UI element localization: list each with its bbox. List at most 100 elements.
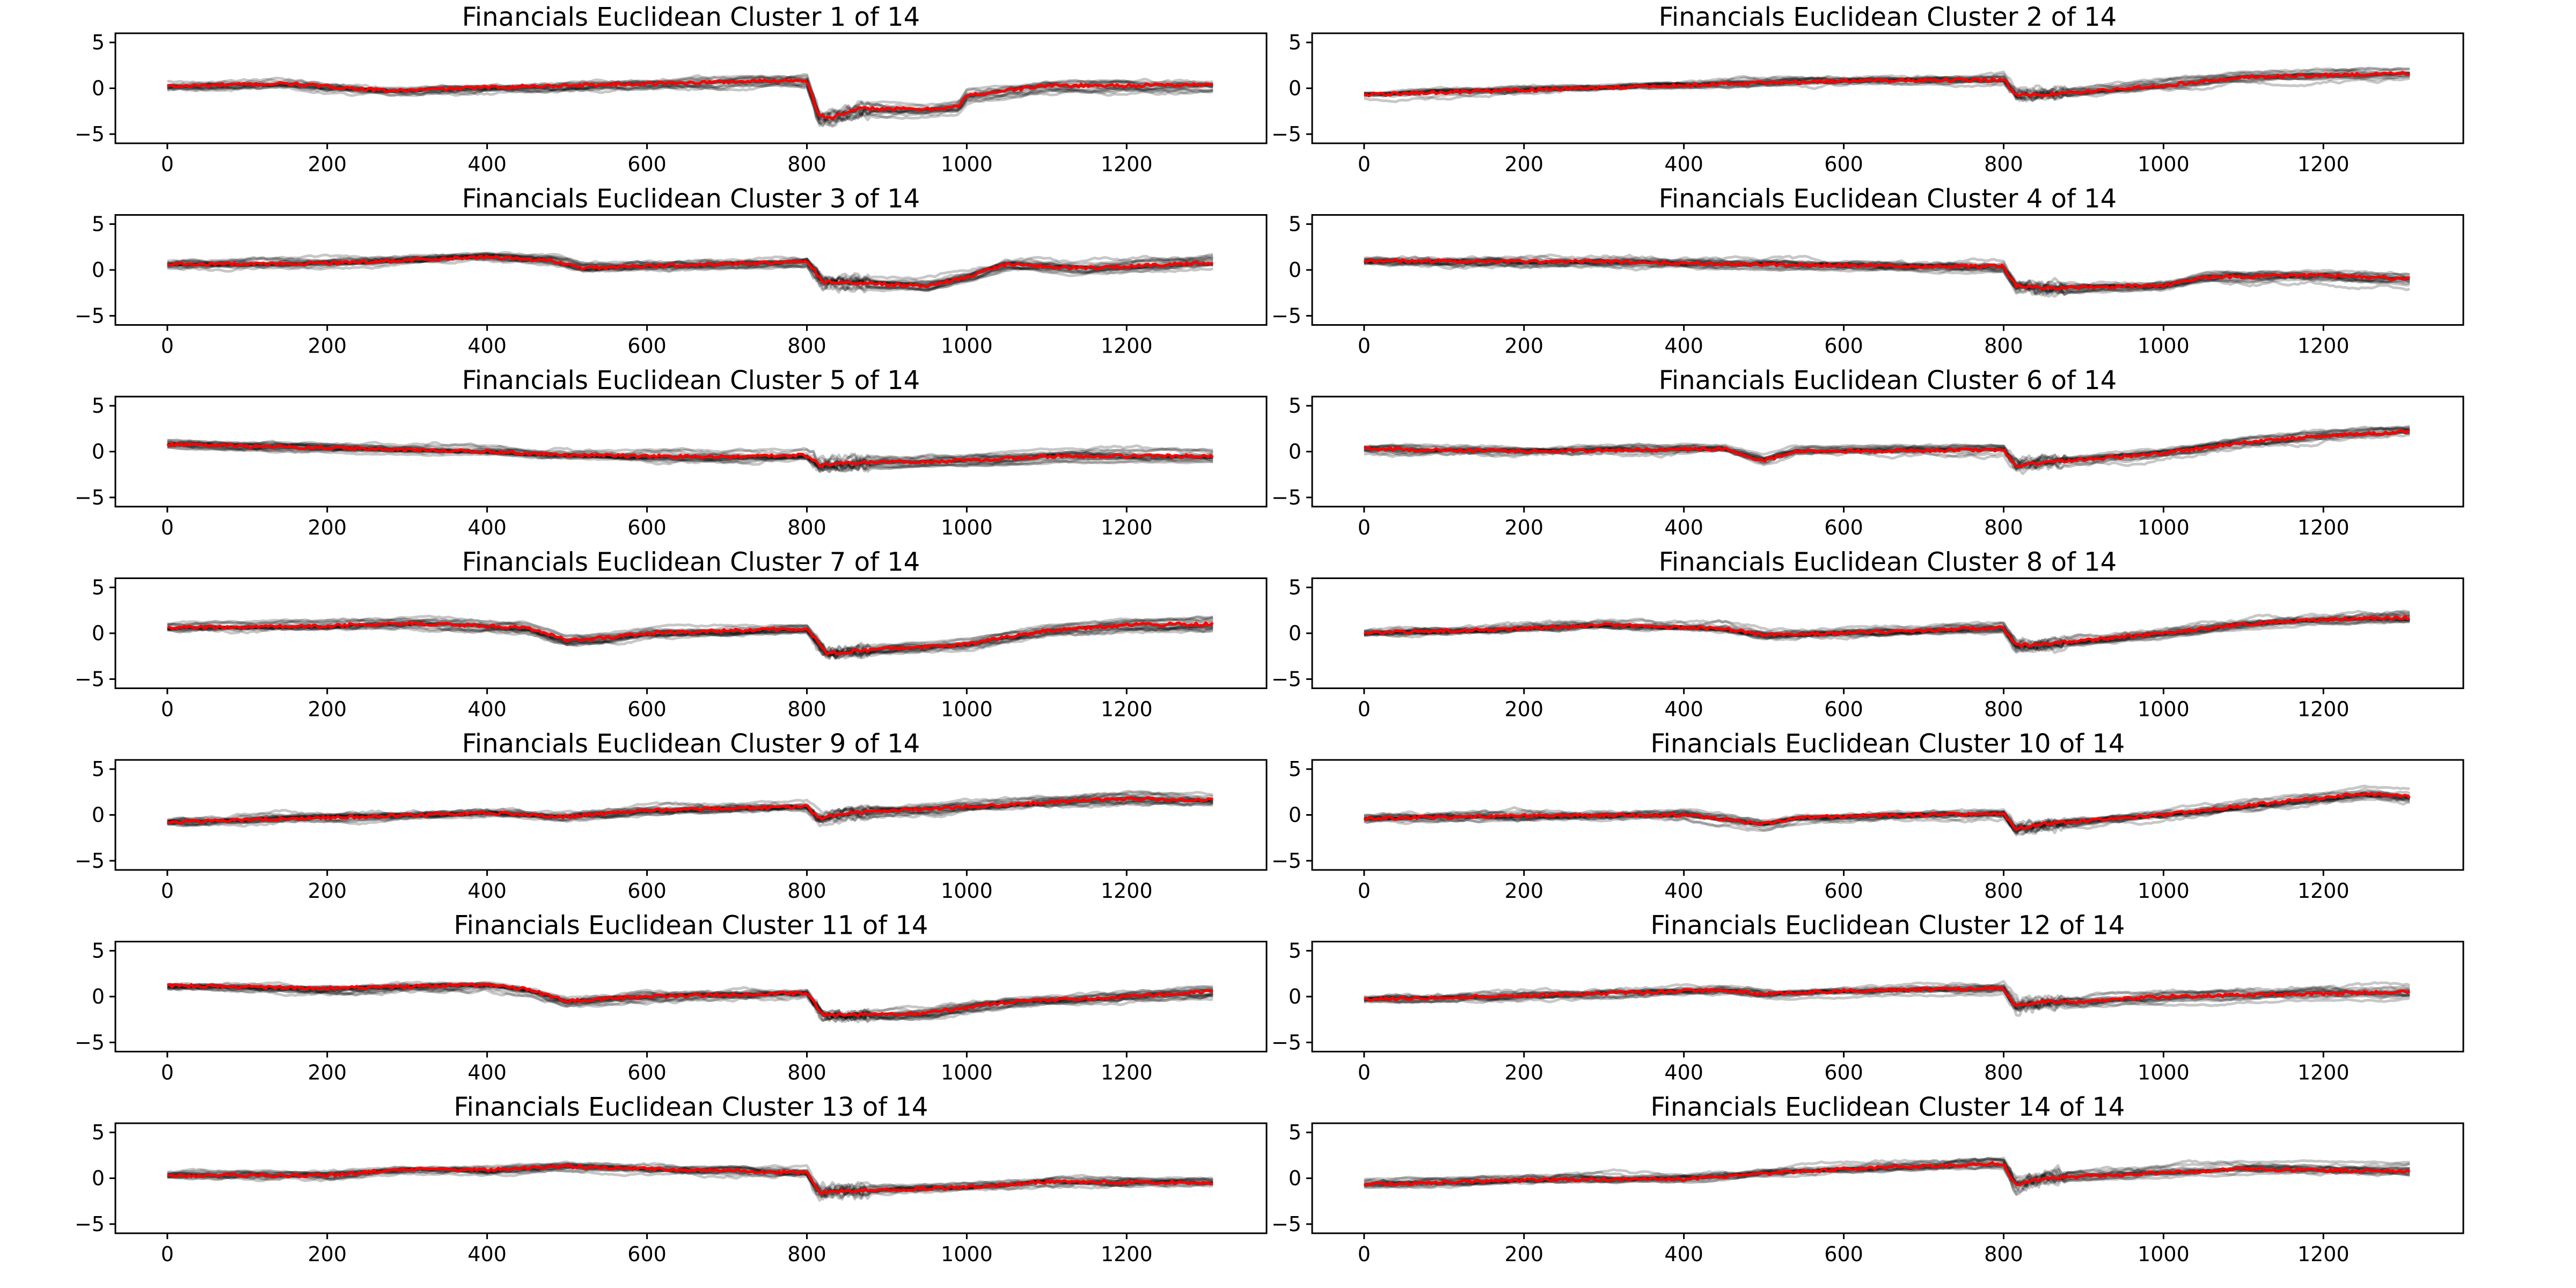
y-tick-label: 0 xyxy=(92,440,105,464)
x-tick-label: 0 xyxy=(161,334,174,358)
panel-title: Financials Euclidean Cluster 11 of 14 xyxy=(454,911,928,941)
panel-title: Financials Euclidean Cluster 14 of 14 xyxy=(1651,1092,2125,1122)
x-tick-label: 600 xyxy=(1824,1242,1863,1266)
y-tick-label: −5 xyxy=(75,486,105,509)
centroid-series-line xyxy=(167,1163,1213,1195)
y-tick-label: 0 xyxy=(92,621,105,645)
centroid-series-line xyxy=(1364,985,2411,1007)
x-tick-label: 0 xyxy=(161,698,174,721)
x-tick-label: 1200 xyxy=(1101,334,1153,358)
y-tick-label: −5 xyxy=(1271,304,1301,327)
x-tick-label: 200 xyxy=(308,1061,347,1085)
x-tick-label: 600 xyxy=(627,152,667,176)
member-series-line xyxy=(167,985,1213,1023)
x-tick-label: 800 xyxy=(787,152,826,176)
x-tick-label: 1000 xyxy=(2138,334,2190,358)
x-tick-label: 600 xyxy=(1824,152,1863,176)
member-series-line xyxy=(1364,620,2410,653)
cluster-panel-7: Financials Euclidean Cluster 7 of 14 0 200… xyxy=(75,547,1268,721)
y-tick-label: −5 xyxy=(75,849,105,873)
x-tick-label: 200 xyxy=(1504,1061,1543,1085)
x-tick-label: 1000 xyxy=(2138,152,2190,176)
x-tick-label: 600 xyxy=(627,1242,667,1266)
x-tick-label: 800 xyxy=(787,1061,826,1085)
x-tick-label: 1000 xyxy=(941,334,993,358)
x-tick-label: 400 xyxy=(467,1061,507,1085)
x-tick-label: 400 xyxy=(1664,334,1703,358)
x-tick-label: 200 xyxy=(1504,879,1543,903)
member-series-line xyxy=(167,624,1213,660)
x-tick-label: 400 xyxy=(1664,1242,1703,1266)
cluster-panel-2: Financials Euclidean Cluster 2 of 14 0 200… xyxy=(1271,2,2464,176)
member-series-line xyxy=(166,799,1213,824)
x-tick-label: 600 xyxy=(1824,334,1863,358)
x-tick-label: 200 xyxy=(1504,334,1543,358)
x-tick-label: 200 xyxy=(1504,152,1543,176)
x-tick-label: 800 xyxy=(1984,879,2023,903)
panel-title: Financials Euclidean Cluster 3 of 14 xyxy=(462,184,920,214)
x-tick-label: 0 xyxy=(161,1061,174,1085)
y-tick-label: 0 xyxy=(92,985,105,1008)
x-tick-label: 200 xyxy=(1504,516,1543,539)
member-series-line xyxy=(1364,426,2410,471)
panel-title: Financials Euclidean Cluster 7 of 14 xyxy=(462,547,920,577)
cluster-panel-10: Financials Euclidean Cluster 10 of 14 0 20… xyxy=(1271,729,2464,903)
y-tick-label: −5 xyxy=(75,122,105,146)
member-series-line xyxy=(1364,980,2411,1005)
member-series-line xyxy=(1364,260,2410,296)
x-tick-label: 1200 xyxy=(1101,516,1153,539)
y-tick-label: 5 xyxy=(1289,213,1301,236)
x-tick-label: 600 xyxy=(627,516,667,539)
cluster-panel-1: Financials Euclidean Cluster 1 of 14 0 200… xyxy=(75,2,1268,176)
x-tick-label: 1200 xyxy=(1101,1061,1153,1085)
member-series-line xyxy=(167,445,1213,471)
member-series-line xyxy=(167,984,1213,1023)
member-series-line xyxy=(1364,255,2411,295)
x-tick-label: 1200 xyxy=(1101,152,1153,176)
x-tick-label: 600 xyxy=(627,698,667,721)
x-tick-label: 0 xyxy=(1358,516,1371,539)
x-tick-label: 0 xyxy=(1358,334,1371,358)
member-series-line xyxy=(167,792,1214,824)
x-tick-label: 400 xyxy=(1664,698,1703,721)
x-tick-label: 0 xyxy=(161,152,174,176)
y-tick-label: 5 xyxy=(1289,939,1301,963)
x-tick-label: 400 xyxy=(467,334,507,358)
x-tick-label: 400 xyxy=(1664,152,1703,176)
x-tick-label: 0 xyxy=(1358,879,1371,903)
x-tick-label: 600 xyxy=(1824,516,1863,539)
y-tick-label: −5 xyxy=(1271,849,1301,873)
y-tick-label: −5 xyxy=(1271,486,1301,509)
x-tick-label: 400 xyxy=(467,516,507,539)
centroid-series-line xyxy=(1364,429,2410,468)
member-series-line xyxy=(167,444,1213,473)
member-series-line xyxy=(167,800,1213,826)
x-tick-label: 400 xyxy=(1664,879,1703,903)
centroid-series-line xyxy=(167,620,1214,656)
cluster-panel-12: Financials Euclidean Cluster 12 of 14 0 20… xyxy=(1271,911,2464,1085)
member-series-line xyxy=(167,614,1213,656)
x-tick-label: 1000 xyxy=(2138,879,2190,903)
cluster-panel-8: Financials Euclidean Cluster 8 of 14 0 200… xyxy=(1271,547,2464,721)
member-series-line xyxy=(167,445,1213,473)
member-series-line xyxy=(1363,426,2410,467)
cluster-panel-5: Financials Euclidean Cluster 5 of 14 0 200… xyxy=(75,365,1268,539)
x-tick-label: 800 xyxy=(1984,1061,2023,1085)
x-tick-label: 1200 xyxy=(2297,1061,2350,1085)
member-series-line xyxy=(167,982,1214,1022)
member-series-line xyxy=(1364,426,2410,465)
cluster-panel-11: Financials Euclidean Cluster 11 of 14 0 20… xyxy=(75,911,1268,1085)
x-tick-label: 0 xyxy=(161,879,174,903)
x-tick-label: 1200 xyxy=(2297,152,2350,176)
member-series-line xyxy=(167,1165,1213,1201)
y-tick-label: 0 xyxy=(92,258,105,282)
member-series-line xyxy=(167,74,1214,121)
x-tick-label: 1200 xyxy=(1101,698,1153,721)
x-tick-label: 800 xyxy=(787,334,826,358)
cluster-panel-6: Financials Euclidean Cluster 6 of 14 0 200… xyxy=(1271,365,2464,539)
y-tick-label: 5 xyxy=(92,1121,105,1144)
member-series-line xyxy=(1363,1157,2411,1185)
panel-title: Financials Euclidean Cluster 5 of 14 xyxy=(462,365,920,396)
member-series-line xyxy=(1364,792,2410,830)
y-tick-label: 5 xyxy=(1289,757,1301,781)
